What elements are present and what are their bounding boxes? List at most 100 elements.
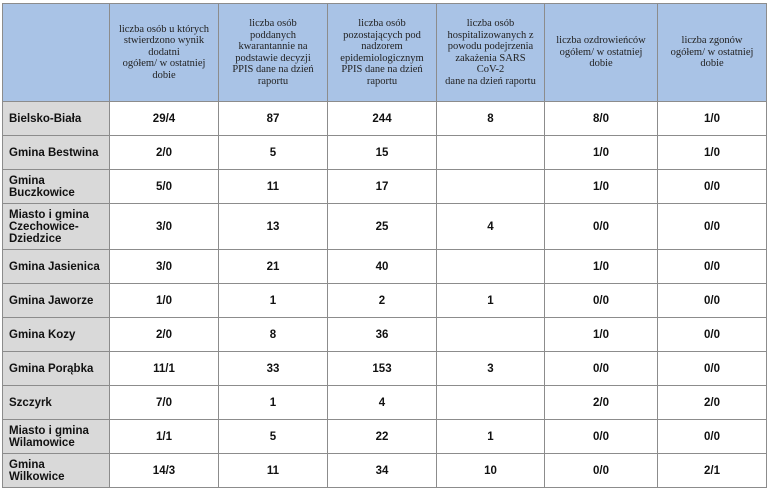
municipality-name-cell: Miasto i gmina Czechowice- Dziedzice (2, 203, 110, 250)
municipality-name-cell: Gmina Bestwina (2, 135, 110, 170)
table-row: Gmina Wilkowice 14/3 11 34 10 0/0 2/1 (2, 453, 767, 488)
municipality-name-cell: Miasto i gmina Wilamowice (2, 419, 110, 454)
hospitalized-cell: 1 (436, 283, 545, 318)
recovered-header: liczba ozdrowieńców ogółem/ w ostatniej do… (544, 3, 658, 102)
header-line: liczba ozdrowieńców (556, 35, 646, 47)
recovered-cell: 8/0 (544, 101, 658, 136)
header-line: dobie (700, 58, 724, 70)
surveillance-cell: 15 (327, 135, 437, 170)
surveillance-cell: 34 (327, 453, 437, 488)
header-line: dodatni (148, 46, 180, 58)
deaths-cell: 1/0 (657, 101, 767, 136)
recovered-cell: 1/0 (544, 135, 658, 170)
positive-cases-cell: 29/4 (109, 101, 219, 136)
municipality-name-line: Gmina Bestwina (9, 146, 99, 159)
municipality-name-cell: Gmina Porąbka (2, 351, 110, 386)
hospitalized-cell (436, 317, 545, 352)
surveillance-cell: 36 (327, 317, 437, 352)
table-row: Gmina Bestwina 2/0 5 15 1/0 1/0 (2, 135, 767, 170)
municipality-name-line: Miasto i gmina (9, 424, 89, 437)
deaths-cell: 0/0 (657, 317, 767, 352)
quarantine-cell: 33 (218, 351, 328, 386)
recovered-cell: 1/0 (544, 169, 658, 204)
hospitalized-cell: 8 (436, 101, 545, 136)
recovered-cell: 0/0 (544, 351, 658, 386)
header-line: pozostających pod (343, 29, 421, 41)
positive-cases-cell: 3/0 (109, 203, 219, 250)
table-row: Miasto i gmina Wilamowice 1/1 5 22 1 0/0 0/0 (2, 419, 767, 454)
table-row: Gmina Jaworze 1/0 1 2 1 0/0 0/0 (2, 283, 767, 318)
table-row: Gmina Jasienica 3/0 21 40 1/0 0/0 (2, 249, 767, 284)
municipality-name-cell: Gmina Kozy (2, 317, 110, 352)
header-line: dobie (589, 58, 613, 70)
hospitalized-cell (436, 169, 545, 204)
table-header: liczba osób u których stwierdzono wynik do… (2, 3, 767, 102)
municipality-name-line: Wilkowice (9, 470, 65, 483)
deaths-cell: 1/0 (657, 135, 767, 170)
surveillance-cell: 25 (327, 203, 437, 250)
recovered-cell: 1/0 (544, 317, 658, 352)
header-line: raportu (257, 75, 289, 87)
surveillance-cell: 4 (327, 385, 437, 420)
deaths-cell: 0/0 (657, 419, 767, 454)
positive-cases-cell: 5/0 (109, 169, 219, 204)
positive-cases-cell: 3/0 (109, 249, 219, 284)
quarantine-cell: 11 (218, 169, 328, 204)
surveillance-cell: 22 (327, 419, 437, 454)
municipality-name-cell: Gmina Buczkowice (2, 169, 110, 204)
deaths-cell: 0/0 (657, 169, 767, 204)
table-row: Miasto i gmina Czechowice- Dziedzice 3/0 13 2… (2, 203, 767, 250)
quarantine-cell: 8 (218, 317, 328, 352)
quarantine-cell: 1 (218, 283, 328, 318)
header-row: liczba osób u których stwierdzono wynik do… (2, 3, 767, 102)
recovered-cell: 0/0 (544, 203, 658, 250)
municipality-name-line: Miasto i gmina (9, 208, 89, 221)
header-line: liczba osób (358, 18, 406, 29)
deaths-cell: 0/0 (657, 283, 767, 318)
positive-cases-cell: 2/0 (109, 317, 219, 352)
positive-cases-cell: 14/3 (109, 453, 219, 488)
municipality-name-line: Gmina Jasienica (9, 260, 100, 273)
recovered-cell: 0/0 (544, 453, 658, 488)
recovered-cell: 0/0 (544, 419, 658, 454)
recovered-cell: 2/0 (544, 385, 658, 420)
municipality-name-line: Buczkowice (9, 186, 75, 199)
municipality-name-line: Bielsko-Biała (9, 112, 82, 125)
quarantine-cell: 21 (218, 249, 328, 284)
quarantine-cell: 5 (218, 419, 328, 454)
covid-statistics-table: liczba osób u których stwierdzono wynik do… (2, 3, 767, 488)
table-row: Gmina Buczkowice 5/0 11 17 1/0 0/0 (2, 169, 767, 204)
table-body: Bielsko-Biała 29/4 87 244 8 8/0 1/0 Gmina Bestw… (2, 101, 767, 488)
hospitalized-cell: 3 (436, 351, 545, 386)
hospitalized-cell: 4 (436, 203, 545, 250)
municipality-name-cell: Bielsko-Biała (2, 101, 110, 136)
header-line: liczba osób u których (118, 23, 210, 35)
municipality-name-line: Gmina Kozy (9, 328, 76, 341)
header-line: ogółem/ w ostatniej (559, 46, 643, 58)
hospitalized-cell: 1 (436, 419, 545, 454)
municipality-name-cell: Gmina Jasienica (2, 249, 110, 284)
surveillance-cell: 153 (327, 351, 437, 386)
hospitalized-cell (436, 249, 545, 284)
municipality-name-cell: Gmina Jaworze (2, 283, 110, 318)
hospitalized-header: liczba osób hospitalizowanych z powodu pod… (436, 3, 545, 102)
positive-cases-cell: 2/0 (109, 135, 219, 170)
deaths-cell: 0/0 (657, 249, 767, 284)
header-line: dane na dzień raportu (445, 75, 536, 87)
header-line: poddanych (249, 29, 297, 41)
table-row: Bielsko-Biała 29/4 87 244 8 8/0 1/0 (2, 101, 767, 136)
header-line: ogółem/ w ostatniej (122, 58, 206, 70)
surveillance-cell: 17 (327, 169, 437, 204)
surveillance-cell: 244 (327, 101, 437, 136)
table-row: Szczyrk 7/0 1 4 2/0 2/0 (2, 385, 767, 420)
header-line: epidemiologicznym (340, 52, 424, 64)
corner-header (2, 3, 110, 102)
header-line: ogółem/ w ostatniej (670, 46, 754, 58)
recovered-cell: 0/0 (544, 283, 658, 318)
header-line: powodu podejrzenia (447, 41, 534, 52)
quarantine-cell: 1 (218, 385, 328, 420)
header-line: zakażenia SARS (455, 52, 526, 64)
header-line: raportu (366, 75, 398, 87)
municipality-name-line: Dziedzice (9, 232, 62, 245)
positive-cases-cell: 11/1 (109, 351, 219, 386)
